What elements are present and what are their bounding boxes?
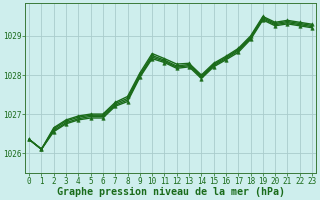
- X-axis label: Graphe pression niveau de la mer (hPa): Graphe pression niveau de la mer (hPa): [57, 187, 284, 197]
